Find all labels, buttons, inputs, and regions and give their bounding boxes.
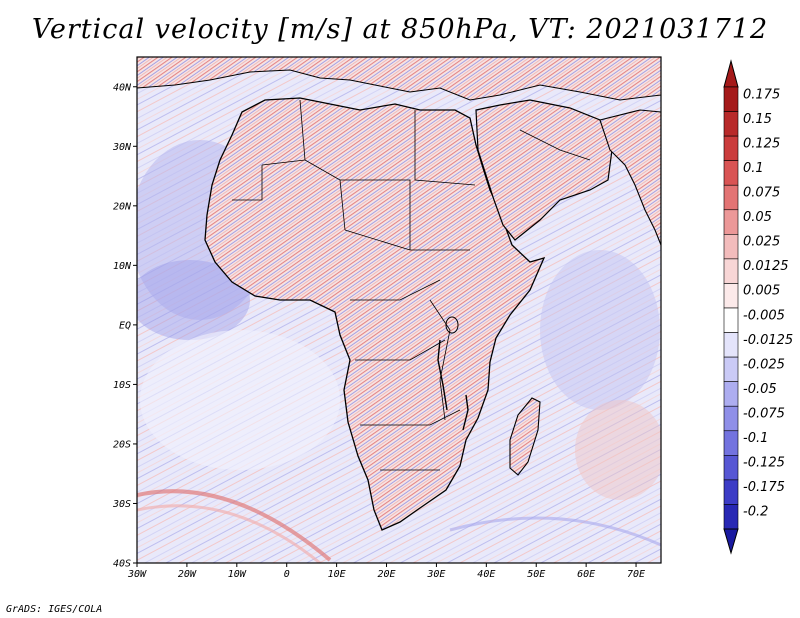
lon-tick-label: 10E xyxy=(328,569,346,580)
lon-tick-label: 10W xyxy=(228,569,247,580)
colorbar-label: -0.2 xyxy=(743,505,768,520)
colorbar-swatch xyxy=(723,307,739,333)
colorbar-label: -0.1 xyxy=(743,431,768,446)
colorbar-label: 0.1 xyxy=(743,161,764,176)
lon-tick-label: 70E xyxy=(627,569,645,580)
country-borders xyxy=(232,99,591,471)
colorbar-label: -0.025 xyxy=(743,357,785,372)
colorbar-label: 0.175 xyxy=(743,87,780,102)
colorbar-swatch xyxy=(723,234,739,260)
lon-tick-label: 30E xyxy=(426,569,445,580)
lon-tick-label: 0 xyxy=(284,569,290,580)
colorbar-label: -0.05 xyxy=(743,382,777,397)
colorbar-label: 0.025 xyxy=(743,235,780,250)
colorbar-swatch xyxy=(723,184,739,211)
colorbar-swatch xyxy=(723,111,739,137)
plot-title: Vertical velocity [m/s] at 850hPa, VT: 2… xyxy=(31,14,769,45)
longitude-axis: 30W 20W 10W 0 10E 20E 30E 40E 50E 60E 70E xyxy=(127,563,645,580)
lat-tick-label: 20N xyxy=(113,201,132,212)
colorbar-swatch xyxy=(723,405,739,432)
colorbar-label: -0.075 xyxy=(743,407,785,422)
colorbar-label: 0.075 xyxy=(743,186,780,201)
colorbar-bottom-arrow xyxy=(723,528,739,555)
colorbar-label: 0.05 xyxy=(743,210,772,225)
colorbar-swatch xyxy=(723,356,739,382)
land-madagascar xyxy=(509,397,541,476)
colorbar-label: -0.125 xyxy=(743,456,785,471)
lon-tick-label: 50E xyxy=(527,569,545,580)
lon-tick-label: 40E xyxy=(477,569,495,580)
lon-tick-label: 30W xyxy=(127,569,147,580)
colorbar-swatch xyxy=(723,332,739,358)
colorbar-label: 0.15 xyxy=(743,112,772,127)
lat-tick-label: 30S xyxy=(112,499,131,510)
land-south-asia xyxy=(599,109,661,246)
colorbar: 0.175 0.15 0.125 0.1 0.075 0.05 0.025 0.0125 0.0… xyxy=(723,59,793,555)
lat-tick-label: 40N xyxy=(113,82,132,93)
lat-tick-label: 10S xyxy=(113,380,131,391)
lon-tick-label: 60E xyxy=(577,569,595,580)
lon-tick-label: 20E xyxy=(377,569,395,580)
lon-tick-label: 20W xyxy=(178,569,197,580)
latitude-axis: 40N 30N 20N 10N EQ 10S 20S 30S 40S xyxy=(112,82,137,570)
lat-tick-label: 10N xyxy=(113,261,132,272)
colorbar-label: -0.005 xyxy=(743,308,785,323)
colorbar-label: 0.005 xyxy=(743,284,780,299)
colorbar-swatch xyxy=(723,283,739,309)
velocity-field xyxy=(137,57,661,563)
lat-tick-label: EQ xyxy=(119,320,131,331)
plot-frame xyxy=(136,56,662,564)
colorbar-swatch xyxy=(723,135,739,161)
colorbar-swatch xyxy=(723,209,739,235)
colorbar-label: 0.125 xyxy=(743,136,780,151)
land-arabia xyxy=(475,99,613,241)
land-africa xyxy=(204,97,546,531)
colorbar-swatch xyxy=(723,86,739,112)
colorbar-top-arrow xyxy=(723,59,739,88)
lat-tick-label: 30N xyxy=(112,142,132,153)
colorbar-swatch xyxy=(723,455,739,481)
colorbar-swatch xyxy=(723,430,739,456)
colorbar-swatch xyxy=(723,381,739,407)
colorbar-swatch xyxy=(723,504,739,530)
lat-tick-label: 40S xyxy=(113,559,131,570)
colorbar-label: 0.0125 xyxy=(743,259,789,274)
colorbar-label: -0.175 xyxy=(743,480,785,495)
land-europe xyxy=(137,57,661,101)
colorbar-label: -0.0125 xyxy=(743,333,793,348)
lat-tick-label: 20S xyxy=(113,439,131,450)
colorbar-swatch xyxy=(723,160,739,186)
software-credit: GrADS: IGES/COLA xyxy=(6,604,103,615)
colorbar-swatch xyxy=(723,258,739,284)
colorbar-swatch xyxy=(723,479,739,505)
